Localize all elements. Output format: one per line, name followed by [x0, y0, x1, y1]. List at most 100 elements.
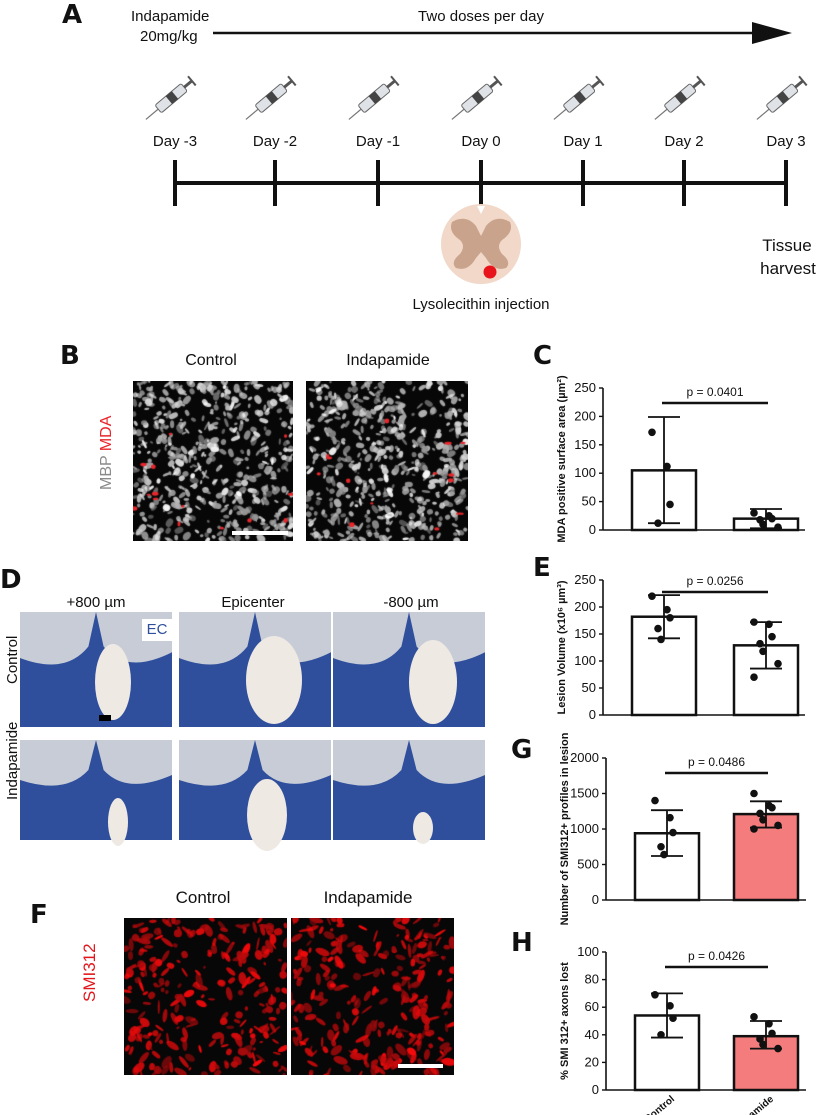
data-point: [657, 842, 665, 851]
chart-H: 0 20 40 60 80 100 % SMI 312+ axons lost p = 0.0…: [559, 944, 806, 1115]
syringe-icon: [756, 75, 808, 120]
ec-label: EC: [142, 619, 172, 641]
data-point: [666, 1002, 674, 1010]
scale-bar: [232, 531, 288, 535]
panel-d-histology: [20, 612, 485, 851]
data-point: [759, 815, 767, 824]
y-axis-label: % SMI 312+ axons lost: [559, 962, 571, 1080]
syringe-icon: [553, 75, 605, 120]
data-point: [651, 990, 659, 999]
y-tick-label: 250: [574, 572, 596, 587]
timeline-graphic: [145, 22, 808, 284]
y-tick-label: 0: [589, 707, 596, 722]
data-point: [768, 632, 776, 641]
y-tick-label: 50: [582, 494, 596, 509]
data-point: [768, 803, 776, 812]
category-label: Indapamide: [726, 1094, 776, 1115]
data-point: [663, 462, 671, 471]
syringe-icon: [654, 75, 706, 120]
data-point: [774, 821, 782, 830]
panel-e-letter: E: [533, 553, 551, 583]
panel-f-letter: F: [30, 900, 48, 930]
y-tick-label: 60: [585, 999, 599, 1014]
panel-a-letter: A: [62, 0, 83, 30]
panel-h-letter: H: [511, 928, 533, 958]
data-point: [669, 1014, 677, 1023]
panel-b-letter: B: [60, 341, 80, 371]
panel-d-col2-title: Epicenter: [221, 594, 285, 611]
data-point: [756, 809, 764, 818]
y-tick-label: 2000: [570, 750, 599, 765]
day-label: Day 0: [461, 133, 501, 150]
panel-f-scale-bar: [398, 1064, 443, 1068]
panel-c-letter: C: [533, 341, 553, 371]
y-tick-label: 100: [574, 465, 596, 480]
dose-frequency: Two doses per day: [418, 8, 544, 25]
data-point: [657, 635, 665, 644]
y-tick-label: 100: [577, 944, 599, 959]
data-point: [759, 647, 767, 656]
data-point: [759, 520, 767, 529]
drug-name: Indapamide: [131, 8, 210, 25]
panel-f-indapamide-title: Indapamide: [323, 888, 413, 907]
histology-section: [179, 612, 331, 727]
data-point: [765, 1019, 773, 1028]
data-point: [768, 1029, 776, 1038]
data-point: [657, 1031, 665, 1039]
harvest-label-line2: harvest: [760, 259, 816, 278]
y-tick-label: 50: [582, 680, 596, 695]
data-point: [750, 789, 758, 798]
data-point: [768, 514, 776, 523]
day-label: Day 3: [766, 133, 806, 150]
data-point: [750, 618, 758, 626]
p-value: p = 0.0256: [686, 574, 743, 588]
data-point: [666, 500, 674, 509]
smi312-indapamide-image: [291, 918, 454, 1075]
histology-section: [333, 740, 485, 844]
data-point: [774, 1044, 782, 1053]
data-point: [669, 828, 677, 837]
data-point: [774, 523, 782, 531]
y-tick-label: 500: [577, 857, 599, 872]
spinal-cord-icon: [441, 204, 521, 284]
panel-d-col1-title: +800 µm: [66, 594, 126, 611]
chart-C: 0 50 100 150 200 250 MDA positive surface area…: [556, 375, 805, 543]
day-label: Day 2: [664, 133, 704, 150]
data-point: [654, 519, 662, 527]
data-point: [759, 1040, 767, 1049]
y-tick-label: 20: [585, 1054, 599, 1069]
syringe-icon: [245, 75, 297, 120]
day-label: Day -2: [252, 133, 298, 150]
injection-label: Lysolecithin injection: [412, 296, 550, 313]
y-tick-label: 0: [589, 522, 596, 537]
syringe-icon: [348, 75, 400, 120]
y-tick-label: 1500: [570, 786, 599, 801]
y-axis-label: Number of SMI312+ profiles in lesion: [559, 732, 571, 925]
day-label: Day 1: [563, 133, 603, 150]
data-point: [750, 825, 758, 833]
data-point: [666, 813, 674, 822]
panel-d-scale-bar: [99, 715, 111, 721]
y-tick-label: 200: [574, 599, 596, 614]
p-value: p = 0.0401: [686, 385, 743, 399]
y-tick-label: 1000: [570, 821, 599, 836]
y-tick-label: 0: [592, 1082, 599, 1097]
category-label: Control: [643, 1094, 677, 1115]
panel-d-col3-title: -800 µm: [383, 594, 439, 611]
data-point: [765, 620, 773, 629]
data-point: [756, 639, 764, 648]
data-point: [750, 673, 758, 681]
syringe-icon: [451, 75, 503, 120]
data-point: [750, 509, 758, 517]
data-point: [663, 605, 671, 614]
panel-b-control-title: Control: [185, 352, 237, 369]
panel-b-indapamide-title: Indapamide: [346, 352, 430, 369]
smi312-control-image: [124, 918, 287, 1075]
y-tick-label: 100: [574, 653, 596, 668]
data-point: [774, 659, 782, 668]
mbp-mda-indapamide-image: [306, 381, 468, 541]
p-value: p = 0.0486: [688, 755, 745, 769]
histology-section: [20, 740, 172, 846]
bar: [732, 812, 800, 902]
